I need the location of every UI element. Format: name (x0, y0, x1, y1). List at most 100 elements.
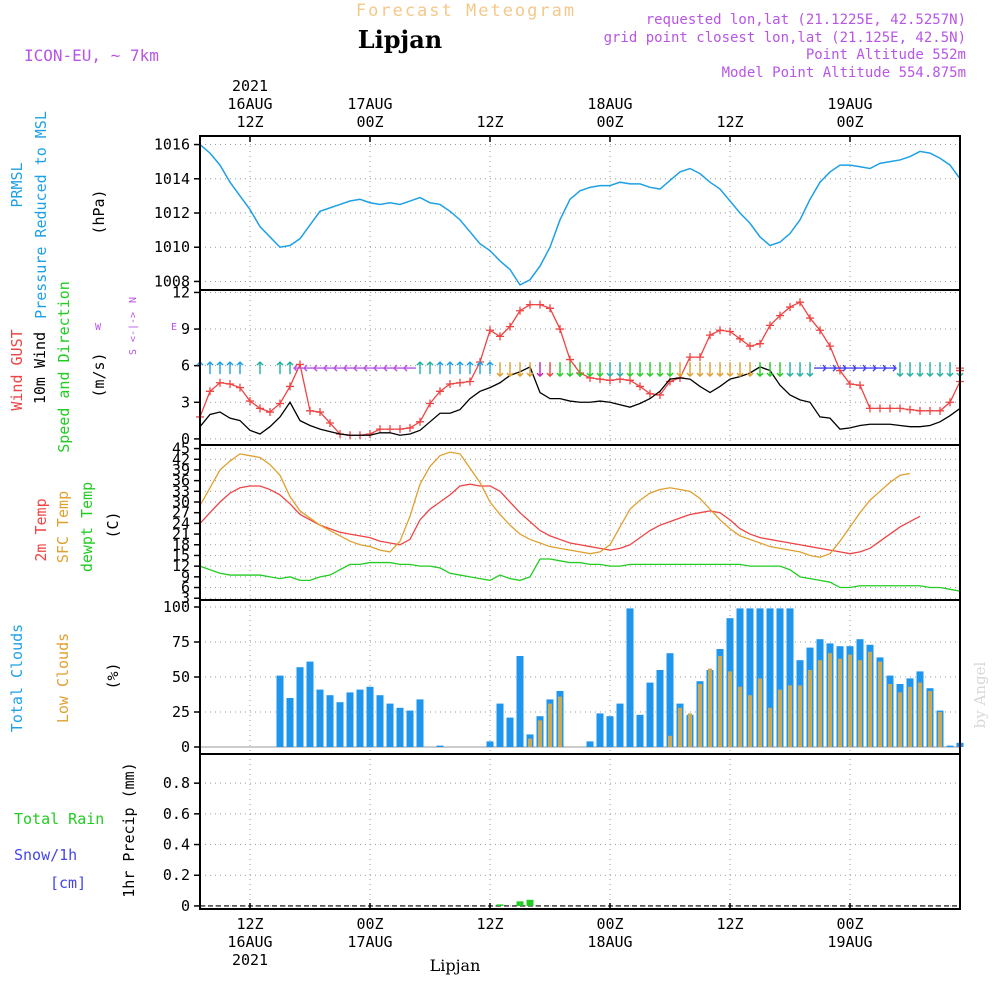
y-tick-label: 1008 (154, 272, 190, 290)
y-tick-label: 42 (172, 450, 190, 468)
gust-point (606, 376, 614, 385)
wind-label-dir: Speed and Direction (55, 281, 73, 453)
low-cloud-bar (688, 713, 692, 747)
wind-direction-arrow (906, 362, 914, 378)
total-cloud-bar (656, 670, 664, 747)
total-cloud-bar (366, 686, 374, 747)
wind-direction-arrow (546, 362, 554, 378)
bottom-time-label: 18AUG (587, 933, 632, 951)
wind-direction-arrow (736, 362, 744, 378)
wind-direction-arrow (756, 362, 764, 378)
compass-w: W (95, 322, 102, 333)
wind-direction-arrow (676, 362, 684, 378)
wind-direction-arrow (516, 362, 524, 378)
pressure-label-2: Pressure Reduced to MSL (32, 111, 50, 319)
total-cloud-bar (316, 689, 324, 747)
y-tick-label: 50 (172, 668, 190, 686)
bottom-time-label: 12Z (476, 915, 503, 933)
location-title: Lipjan (358, 25, 442, 54)
wind-direction-arrow (526, 362, 534, 378)
gust-point (296, 360, 304, 369)
total-cloud-bar (516, 656, 524, 747)
wind-direction-arrow (786, 362, 794, 378)
wind-direction-arrow (696, 362, 704, 378)
wind-direction-arrow (586, 362, 594, 378)
panel-4: 0 0.2 0.4 0.6 0.8 (163, 754, 960, 915)
compass-arrow: <-|-> (128, 312, 139, 342)
low-cloud-bar (808, 670, 812, 747)
wind-direction-arrow (416, 361, 424, 375)
gust-point (796, 298, 804, 307)
wind-direction-arrow (456, 361, 464, 375)
gust-point (386, 425, 394, 434)
wind-direction-arrow (726, 362, 734, 378)
temp-unit: (C) (104, 511, 122, 538)
gust-point (306, 406, 314, 415)
y-tick-label: 39 (172, 461, 190, 479)
bottom-time-label: 00Z (596, 915, 623, 933)
low-cloud-bar (838, 658, 842, 747)
gust-point (766, 321, 774, 330)
compass-s: S (128, 349, 139, 355)
total-cloud-bar (336, 702, 344, 747)
total-cloud-bar (276, 675, 284, 747)
wind-direction-arrow (256, 361, 264, 375)
bottom-time-label: 17AUG (347, 933, 392, 951)
low-cloud-bar (718, 656, 722, 747)
low-cloud-bar (678, 707, 682, 747)
wind-direction-arrow (446, 361, 454, 375)
y-tick-label: 45 (172, 440, 190, 458)
low-cloud-bar (848, 654, 852, 747)
gust-point (506, 322, 514, 331)
low-cloud-bar (868, 651, 872, 747)
wind-direction-arrow (806, 362, 814, 378)
total-cloud-bar (666, 653, 674, 747)
gust-point (936, 406, 944, 415)
chart-title: Forecast Meteogram (356, 1, 576, 21)
wind-direction-arrow (666, 362, 674, 378)
wind-direction-arrow (556, 362, 564, 378)
top-time-label: 12Z (716, 113, 743, 131)
gust-point (636, 382, 644, 391)
temp-label-2m: 2m Temp (32, 498, 50, 561)
wind-direction-arrow (466, 361, 474, 375)
dewpoint-line (199, 558, 961, 592)
y-tick-label: 1010 (154, 238, 190, 256)
top-time-label: 12Z (476, 113, 503, 131)
model-altitude: Model Point Altitude 554.875m (722, 65, 966, 81)
gust-point (546, 304, 554, 313)
gust-point (416, 417, 424, 426)
clouds-label-total: Total Clouds (8, 624, 26, 732)
wind-direction-arrow (796, 362, 804, 378)
gust-point (236, 383, 244, 392)
y-tick-label: 1014 (154, 170, 190, 188)
panel-0: 1008 1010 1012 1014 1016 (154, 136, 960, 290)
bottom-time-label: 2021 (232, 951, 268, 969)
top-time-label: 19AUG (827, 95, 872, 113)
y-tick-label: 30 (172, 493, 190, 511)
gust-point (376, 425, 384, 434)
total-cloud-bar (766, 608, 774, 747)
bottom-time-label: 00Z (356, 915, 383, 933)
gust-point (206, 387, 214, 396)
total-cloud-bar (756, 608, 764, 747)
low-cloud-bar (768, 707, 772, 747)
low-cloud-bar (548, 703, 552, 747)
wind-direction-arrow (476, 361, 484, 375)
gust-point (486, 326, 494, 335)
total-cloud-bar (416, 699, 424, 747)
low-cloud-bar (708, 668, 712, 747)
wind-direction-arrow (896, 362, 904, 378)
gust-point (926, 406, 934, 415)
y-tick-label: 12 (172, 283, 190, 301)
pressure-unit: (hPa) (90, 189, 108, 234)
wind-direction-arrow (686, 362, 694, 378)
precip-label-cm: [cm] (50, 874, 86, 892)
low-cloud-bar (538, 720, 542, 747)
gust-point (456, 378, 464, 387)
total-cloud-bar (306, 661, 314, 747)
low-cloud-bar (778, 689, 782, 747)
total-cloud-bar (616, 703, 624, 747)
low-cloud-bar (758, 678, 762, 747)
low-cloud-bar (898, 692, 902, 747)
